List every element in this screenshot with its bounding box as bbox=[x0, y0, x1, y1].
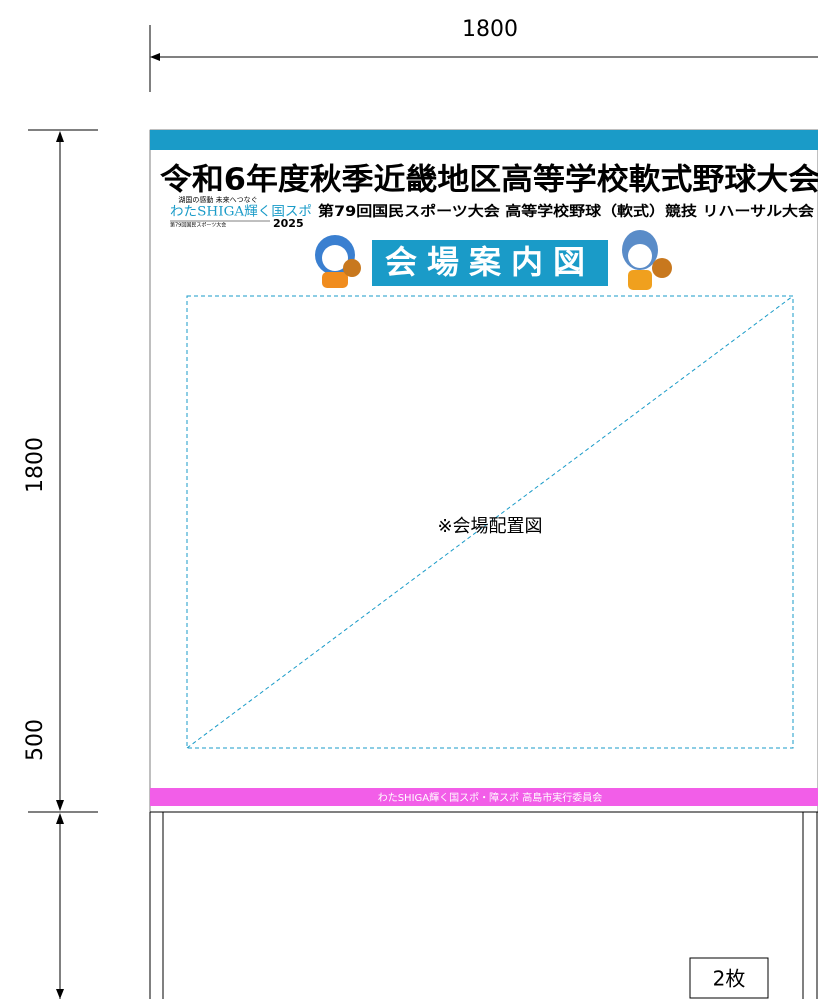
note-box bbox=[689, 957, 769, 999]
logo-name: わたSHIGA輝く国スポ bbox=[170, 205, 312, 220]
logo-year: 2025 bbox=[273, 217, 304, 230]
subtitle: 第79回国民スポーツ大会 高等学校野球（軟式）競技 リハーサル大会 bbox=[318, 203, 815, 220]
posts bbox=[149, 811, 818, 999]
footer-band bbox=[150, 788, 818, 806]
heading: 会場案内図 bbox=[385, 243, 595, 281]
logo: 湖国の感動 未来へつなぐ わたSHIGA輝く国スポ 第79回国民スポーツ大会 2… bbox=[170, 195, 312, 230]
note: 2枚 bbox=[713, 967, 746, 991]
top-dimension: 1800 bbox=[462, 17, 518, 42]
logo-tagline: 湖国の感動 未来へつなぐ bbox=[178, 195, 257, 204]
mascot-left bbox=[315, 235, 361, 288]
board bbox=[149, 129, 818, 813]
footer: わたSHIGA輝く国スポ・障スポ 高島市実行委員会 bbox=[378, 791, 603, 804]
placeholder-frame bbox=[186, 295, 794, 749]
title: 令和6年度秋季近畿地区高等学校軟式野球大会 bbox=[160, 163, 818, 198]
mascot-right bbox=[622, 230, 672, 290]
placeholder-label: ※会場配置図 bbox=[437, 516, 542, 537]
left-dimension: 1800 bbox=[23, 437, 48, 493]
post-dimension: 500 bbox=[23, 719, 48, 761]
logo-sub: 第79回国民スポーツ大会 bbox=[170, 222, 226, 229]
dimension-lines bbox=[28, 25, 818, 999]
placeholder-diagonal bbox=[186, 295, 794, 749]
heading-box bbox=[372, 240, 608, 286]
top-band bbox=[150, 130, 818, 150]
